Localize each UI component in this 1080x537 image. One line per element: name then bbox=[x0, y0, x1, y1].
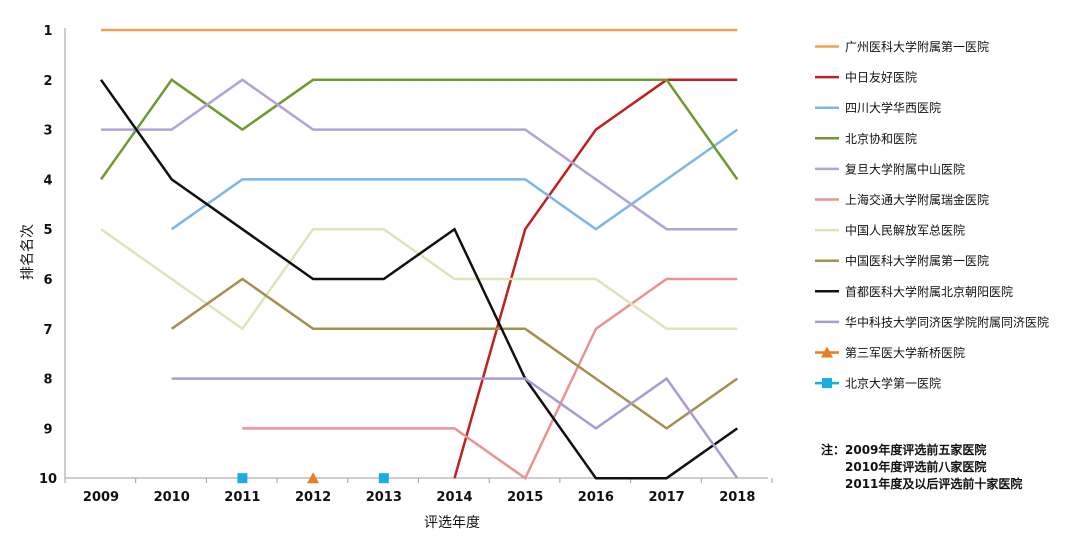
y-tick-label: 1 bbox=[43, 24, 52, 39]
legend-item: 中国人民解放军总医院 bbox=[815, 223, 965, 238]
legend-item: 广州医科大学附属第一医院 bbox=[815, 39, 989, 54]
legend-label: 中日友好医院 bbox=[845, 70, 917, 85]
note-line-3: 2011年度及以后评选前十家医院 bbox=[845, 476, 1022, 491]
series-line bbox=[100, 227, 738, 331]
legend-label: 北京协和医院 bbox=[845, 131, 917, 146]
note-line-1: 注：2009年度评选前五家医院 bbox=[821, 442, 986, 457]
series-line bbox=[170, 128, 739, 231]
legend-item: 中国医科大学附属第一医院 bbox=[815, 253, 989, 268]
series-lines bbox=[99, 28, 739, 481]
series-line bbox=[101, 78, 738, 231]
x-tick-label: 2011 bbox=[224, 490, 260, 505]
x-tick-label: 2018 bbox=[719, 490, 755, 505]
y-tick-label: 2 bbox=[43, 74, 52, 89]
legend-item: 中日友好医院 bbox=[815, 70, 917, 85]
series-line bbox=[170, 277, 739, 430]
x-tick-label: 2009 bbox=[83, 490, 119, 505]
legend-label: 复旦大学附属中山医院 bbox=[845, 161, 965, 176]
series-markers bbox=[237, 472, 389, 484]
plot-area: 1 2 3 4 5 6 7 8 9 10 2009 2010 2011 2012 2013 2014 2015… bbox=[39, 24, 773, 505]
y-tick-label: 8 bbox=[43, 373, 52, 388]
x-tick-label: 2017 bbox=[649, 490, 685, 505]
x-tick-label: 2012 bbox=[295, 490, 331, 505]
series-marker bbox=[378, 473, 389, 484]
x-axis-title: 评选年度 bbox=[424, 515, 480, 531]
x-tick-label: 2010 bbox=[154, 490, 190, 505]
series-line bbox=[242, 277, 738, 481]
legend-marker bbox=[822, 378, 832, 389]
legend-label: 中国人民解放军总医院 bbox=[845, 223, 965, 238]
legend-item: 首都医科大学附属北京朝阳医院 bbox=[815, 284, 1013, 299]
legend-label: 首都医科大学附属北京朝阳医院 bbox=[845, 284, 1013, 299]
legend-item: 上海交通大学附属瑞金医院 bbox=[815, 192, 989, 207]
y-tick-label: 6 bbox=[43, 273, 52, 288]
note-line-2: 2010年度评选前八家医院 bbox=[845, 459, 986, 474]
x-tick-label: 2013 bbox=[366, 490, 402, 505]
legend-label: 四川大学华西医院 bbox=[845, 100, 941, 115]
y-tick-label: 9 bbox=[43, 422, 52, 437]
series-marker bbox=[237, 473, 248, 484]
legend-label: 广州医科大学附属第一医院 bbox=[845, 39, 989, 54]
x-tick-label: 2016 bbox=[578, 490, 614, 505]
legend-label: 北京大学第一医院 bbox=[845, 376, 941, 391]
y-tick-label: 10 bbox=[39, 472, 57, 487]
legend-label: 中国医科大学附属第一医院 bbox=[845, 253, 989, 268]
series-line bbox=[171, 376, 739, 479]
legend-label: 第三军医大学新桥医院 bbox=[845, 345, 965, 360]
series-line bbox=[99, 79, 739, 480]
y-axis-title: 排名名次 bbox=[20, 224, 36, 280]
x-tick-label: 2014 bbox=[436, 490, 472, 505]
legend-label: 华中科技大学同济医学院附属同济医院 bbox=[845, 314, 1049, 329]
legend-item: 华中科技大学同济医学院附属同济医院 bbox=[815, 314, 1049, 329]
series-marker bbox=[307, 472, 320, 484]
legend-item: 北京大学第一医院 bbox=[815, 376, 941, 391]
legend-item: 四川大学华西医院 bbox=[815, 100, 941, 115]
legend-marker bbox=[821, 346, 833, 358]
y-tick-labels: 1 2 3 4 5 6 7 8 9 10 bbox=[39, 24, 57, 487]
x-tick-label: 2015 bbox=[507, 490, 543, 505]
legend-item: 第三军医大学新桥医院 bbox=[815, 345, 965, 360]
legend-item: 复旦大学附属中山医院 bbox=[815, 161, 965, 176]
y-tick-label: 3 bbox=[43, 124, 52, 139]
legend-label: 上海交通大学附属瑞金医院 bbox=[845, 192, 989, 207]
legend: 广州医科大学附属第一医院中日友好医院四川大学华西医院北京协和医院复旦大学附属中山… bbox=[815, 39, 1049, 391]
y-tick-label: 4 bbox=[43, 173, 52, 188]
note-annotation: 注：2009年度评选前五家医院 2010年度评选前八家医院 2011年度及以后评… bbox=[821, 442, 1022, 491]
legend-item: 北京协和医院 bbox=[815, 131, 917, 146]
y-tick-label: 7 bbox=[43, 323, 52, 338]
y-tick-label: 5 bbox=[43, 223, 52, 238]
series-line bbox=[453, 78, 738, 479]
x-tick-labels: 2009 2010 2011 2012 2013 2014 2015 2016 2017 2018 bbox=[83, 490, 755, 505]
